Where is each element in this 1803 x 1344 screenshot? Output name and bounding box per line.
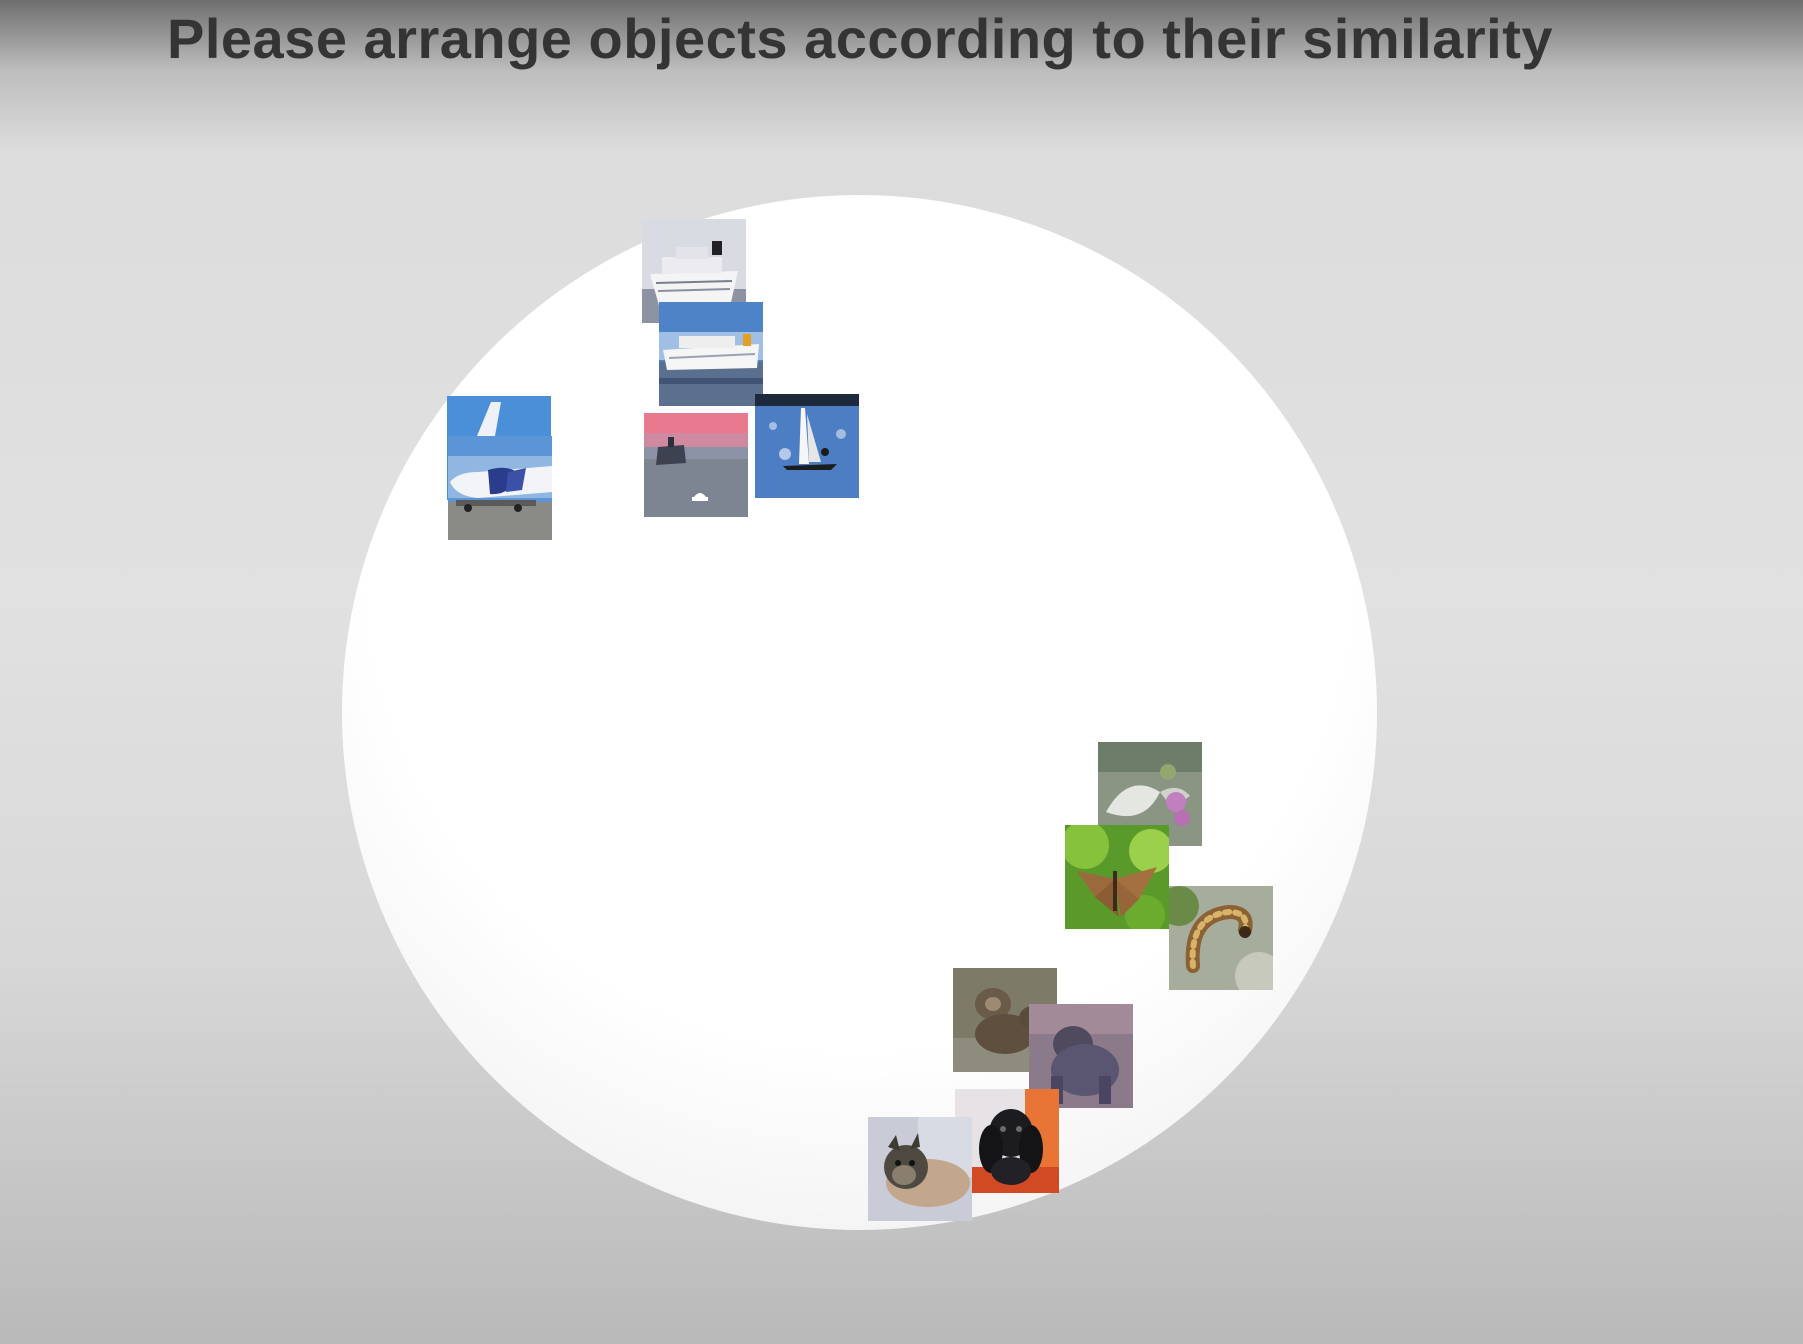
- instruction-title: Please arrange objects according to thei…: [166, 7, 1554, 70]
- moth-image[interactable]: [1098, 742, 1202, 846]
- butterfly-image[interactable]: [1065, 825, 1169, 929]
- ship-sunset-image[interactable]: [644, 413, 748, 517]
- spaniel-dog-image[interactable]: [955, 1089, 1059, 1193]
- cut-off-text: ▁▁▁▁ ▁▁ ▁ ▁▁▁▁▁ ▁ ▁▁ ▁▁▁ ▁▁: [40, 0, 1340, 8]
- cruise-ship-sea-image[interactable]: [659, 302, 763, 406]
- terrier-dog-image[interactable]: [868, 1117, 972, 1221]
- caterpillar-image[interactable]: [1169, 886, 1273, 990]
- airplane-image[interactable]: [448, 436, 552, 540]
- gorilla-image[interactable]: [1029, 1004, 1133, 1108]
- sailboat-image[interactable]: [755, 394, 859, 498]
- arrangement-circle[interactable]: [342, 195, 1377, 1230]
